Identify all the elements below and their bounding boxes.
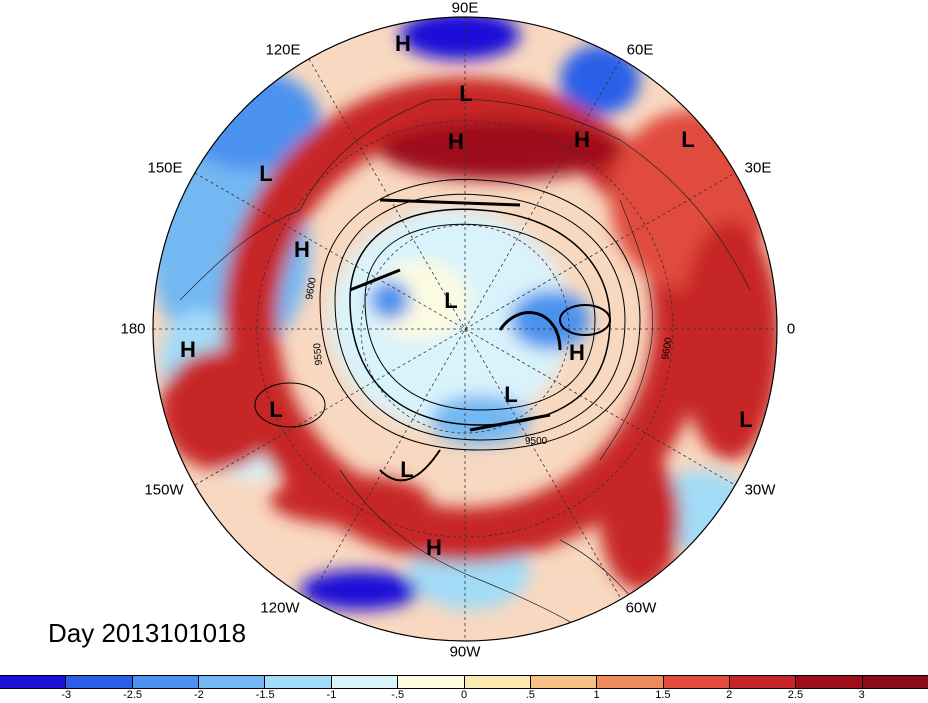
- pressure-marker-low: L: [504, 382, 518, 407]
- colorbar-tick-label: -.5: [391, 689, 405, 701]
- colorbar-tick-label: 3: [858, 689, 865, 701]
- colorbar-swatch: [862, 676, 928, 688]
- colorbar-swatch: [265, 676, 332, 688]
- colorbar-swatch: [0, 676, 67, 688]
- colorbar-tick-label: -2.5: [123, 689, 143, 701]
- pressure-marker-high: H: [294, 237, 310, 262]
- anomaly-field: [153, 17, 777, 641]
- colorbar-tick-label: -3: [61, 689, 72, 701]
- pressure-marker-low: L: [739, 407, 753, 432]
- contour-label: 9600: [304, 276, 319, 300]
- colorbar-tick-label: -1.5: [255, 689, 275, 701]
- contour-label: 9600: [660, 336, 675, 360]
- pressure-marker-low: L: [681, 127, 695, 152]
- pressure-marker-low: L: [400, 457, 414, 482]
- pressure-marker-low: L: [259, 161, 273, 186]
- colorbar-tick-label: 0: [460, 689, 468, 701]
- pressure-marker-high: H: [569, 340, 585, 365]
- colorbar-swatch: [729, 676, 797, 688]
- colorbar-tick-label: 2: [726, 689, 733, 701]
- colorbar-tick-label: -1: [326, 689, 337, 701]
- lon-label-180: 180: [120, 320, 146, 338]
- contour-label: 9500: [525, 436, 548, 447]
- lon-label-150e: 150E: [147, 159, 183, 177]
- height-contours: [254, 178, 641, 482]
- colorbar-swatch: [464, 676, 531, 688]
- pressure-marker-high: H: [180, 337, 196, 362]
- colorbar-swatch: [331, 676, 399, 688]
- lon-label-120w: 120W: [260, 599, 300, 617]
- colorbar-swatch: [796, 676, 863, 688]
- lon-label-30w: 30W: [744, 481, 776, 499]
- colorbar-tick-label: -2: [193, 689, 204, 701]
- contour-label: 9550: [312, 342, 325, 366]
- colorbar-tick-label: 2.5: [787, 689, 804, 701]
- lon-label-60w: 60W: [625, 599, 657, 617]
- lon-label-150w: 150W: [144, 481, 184, 499]
- graticule: [153, 17, 777, 641]
- colorbar-tick-label: 1.5: [655, 689, 671, 701]
- lon-label-120e: 120E: [265, 41, 301, 59]
- colorbar-swatch: [132, 676, 200, 688]
- colorbar: [0, 675, 928, 689]
- colorbar-tick-label: 1: [593, 689, 600, 701]
- pressure-marker-low: L: [444, 288, 458, 313]
- lon-label-0: 0: [786, 320, 796, 338]
- colorbar-swatch: [398, 676, 465, 688]
- colorbar-swatch: [66, 676, 133, 688]
- pressure-marker-high: H: [448, 129, 464, 154]
- map-title: Day 2013101018: [48, 618, 247, 648]
- colorbar-swatch: [199, 676, 266, 688]
- colorbar-swatch: [597, 676, 664, 688]
- lon-label-90w: 90W: [449, 643, 481, 661]
- pressure-marker-high: H: [574, 127, 590, 152]
- pressure-marker-low: L: [269, 397, 283, 422]
- colorbar-ticks: -3 -2.5 -2 -1.5 -1 -.5 0 .5 1 1.5 2 2.5 3: [0, 689, 928, 703]
- lon-label-60e: 60E: [626, 41, 654, 59]
- lon-label-30e: 30E: [744, 159, 772, 177]
- lon-label-90e: 90E: [451, 0, 479, 17]
- pressure-marker-high: H: [426, 535, 442, 560]
- colorbar-swatch: [530, 676, 598, 688]
- pressure-marker-high: H: [395, 31, 411, 56]
- pressure-marker-low: L: [459, 81, 473, 106]
- colorbar-swatch: [663, 676, 730, 688]
- colorbar-tick-label: .5: [525, 689, 535, 701]
